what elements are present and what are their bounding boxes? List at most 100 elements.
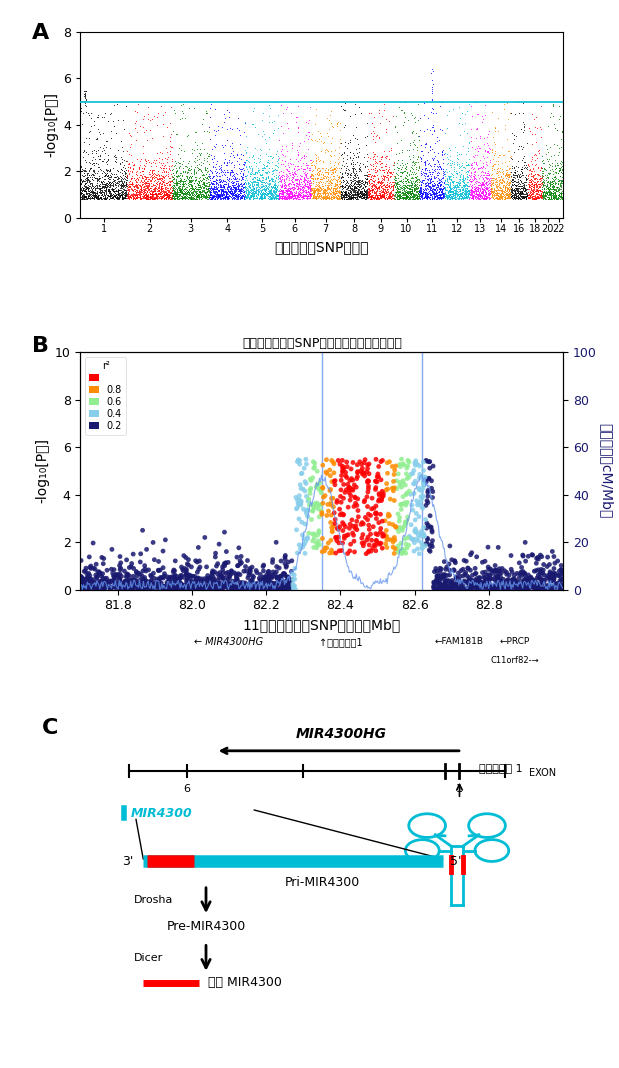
Point — [231, 186, 241, 203]
Point — [79, 189, 89, 206]
Point — [485, 173, 495, 190]
Point — [120, 182, 130, 199]
Point — [387, 190, 397, 207]
Point — [292, 174, 302, 191]
Point — [253, 164, 262, 182]
Point — [102, 569, 111, 586]
Point — [478, 184, 488, 201]
Point — [149, 569, 159, 586]
Point — [204, 189, 214, 206]
Point — [491, 182, 501, 199]
Point — [314, 189, 324, 206]
Point — [414, 176, 424, 193]
Point — [189, 166, 199, 183]
Point — [187, 189, 197, 206]
Point — [392, 472, 402, 489]
Point — [417, 164, 426, 182]
Point — [503, 179, 513, 197]
Point — [345, 166, 355, 183]
Point — [165, 176, 175, 193]
Point — [332, 171, 342, 188]
Point — [184, 190, 194, 207]
Point — [319, 187, 329, 204]
Point — [232, 578, 241, 595]
Point — [380, 168, 390, 185]
Point — [506, 169, 516, 186]
Point — [322, 178, 332, 195]
Point — [311, 175, 321, 192]
Point — [486, 172, 496, 189]
Point — [308, 189, 318, 206]
Point — [279, 188, 289, 205]
Point — [342, 454, 352, 471]
Point — [281, 183, 291, 200]
Point — [264, 172, 274, 189]
Point — [399, 456, 409, 473]
Point — [514, 188, 524, 205]
Point — [335, 506, 345, 523]
Point — [480, 579, 490, 596]
Point — [79, 182, 89, 199]
Point — [366, 160, 376, 177]
Point — [223, 188, 233, 205]
Point — [548, 188, 558, 205]
Point — [247, 185, 257, 202]
Point — [557, 190, 567, 207]
Point — [271, 146, 280, 163]
Point — [275, 183, 285, 200]
Point — [487, 169, 496, 186]
Point — [517, 174, 527, 191]
Point — [335, 185, 345, 202]
Point — [422, 190, 432, 207]
Point — [190, 577, 200, 594]
Point — [454, 174, 464, 191]
Point — [523, 186, 533, 203]
Point — [323, 534, 333, 551]
Point — [251, 164, 261, 182]
Point — [345, 189, 355, 206]
Point — [329, 159, 339, 176]
Point — [509, 571, 519, 588]
Point — [243, 180, 253, 198]
Point — [208, 186, 218, 203]
Point — [145, 185, 155, 202]
Point — [205, 130, 215, 147]
Point — [526, 166, 536, 183]
Point — [95, 576, 105, 593]
Point — [395, 180, 405, 198]
Point — [119, 184, 129, 201]
Point — [218, 176, 228, 193]
Point — [293, 185, 303, 202]
Point — [525, 172, 535, 189]
Point — [167, 169, 176, 186]
Point — [488, 184, 498, 201]
Point — [504, 572, 514, 590]
Point — [393, 185, 403, 202]
Point — [308, 185, 318, 202]
Point — [97, 153, 107, 170]
Point — [217, 171, 227, 188]
Point — [465, 580, 475, 597]
Point — [134, 159, 144, 176]
Point — [392, 182, 402, 199]
Point — [352, 188, 362, 205]
Point — [138, 162, 148, 179]
Point — [105, 140, 115, 157]
Point — [446, 180, 456, 198]
Point — [493, 169, 503, 186]
Point — [337, 169, 347, 186]
Point — [168, 188, 178, 205]
Point — [408, 154, 418, 171]
Point — [106, 164, 116, 182]
Point — [530, 175, 540, 192]
Point — [168, 185, 178, 202]
Point — [379, 185, 389, 202]
Point — [239, 157, 249, 174]
Point — [370, 145, 380, 162]
Point — [479, 187, 489, 204]
Point — [428, 182, 438, 199]
Point — [199, 178, 209, 195]
Point — [226, 182, 236, 199]
Point — [551, 182, 561, 199]
Point — [337, 178, 347, 195]
